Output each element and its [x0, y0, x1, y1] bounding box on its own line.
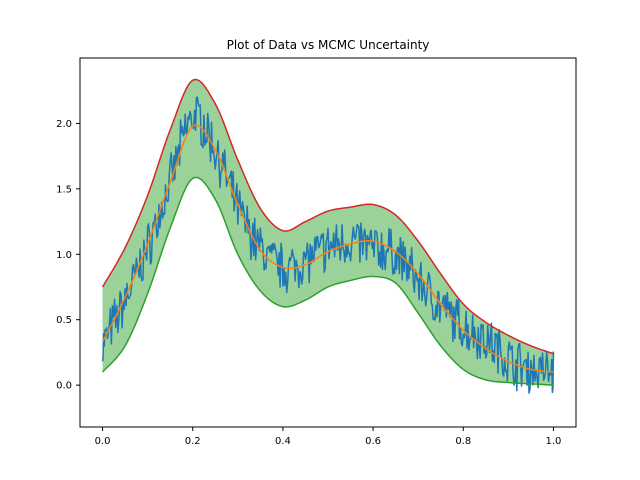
chart-title: Plot of Data vs MCMC Uncertainty	[227, 38, 430, 52]
y-tick-label: 0.5	[56, 315, 72, 326]
axes-frame	[79, 57, 577, 428]
x-tick-label: 0.2	[185, 436, 201, 447]
series-upper-bound-line	[101, 78, 554, 355]
y-tick-label: 1.5	[56, 184, 72, 195]
y-tick-label: 1.0	[56, 250, 72, 261]
series-lower-bound-line	[102, 176, 554, 386]
x-tick-label: 0.4	[275, 436, 291, 447]
axes: 0.0 0.2 0.4 0.6 0.8 1.0 0.0 0.5 1.0 1.5 2.0	[56, 119, 561, 447]
y-tick-label: 2.0	[56, 119, 72, 130]
x-tick-label: 1.0	[546, 436, 562, 447]
x-tick-label: 0.0	[95, 436, 111, 447]
y-tick-label: 0.0	[56, 381, 72, 392]
x-tick-label: 0.6	[365, 436, 381, 447]
plot-area	[101, 78, 555, 394]
series-mean-line	[101, 124, 554, 373]
series-data-line	[101, 96, 555, 394]
x-tick-label: 0.8	[455, 436, 471, 447]
